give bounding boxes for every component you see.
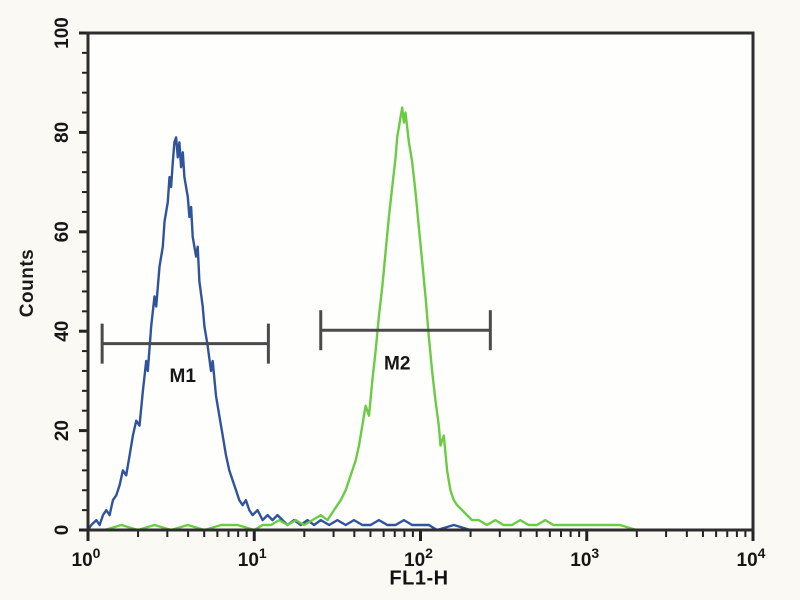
y-tick-label: 40 <box>52 321 73 342</box>
x-tick-label: 101 <box>238 545 267 571</box>
gate-m1-label: M1 <box>170 366 197 387</box>
x-tick-label: 103 <box>570 545 599 571</box>
y-tick-label: 80 <box>52 122 73 143</box>
plot-frame <box>86 31 755 532</box>
gate-m2-label: M2 <box>384 354 410 375</box>
y-tick-label: 60 <box>52 221 73 242</box>
y-axis-title: Counts <box>17 248 38 318</box>
x-tick-label: 104 <box>737 545 766 571</box>
plot-background <box>88 33 753 530</box>
y-tick-label: 0 <box>52 525 73 536</box>
y-tick-label: 20 <box>52 420 73 441</box>
y-tick-label: 100 <box>52 17 73 49</box>
x-axis-title: FL1-H <box>389 567 449 590</box>
green-histogram-M2-population <box>86 106 755 532</box>
x-tick-label: 102 <box>404 545 433 571</box>
blue-histogram-M1-population <box>86 136 755 532</box>
x-tick-label: 100 <box>72 545 101 571</box>
